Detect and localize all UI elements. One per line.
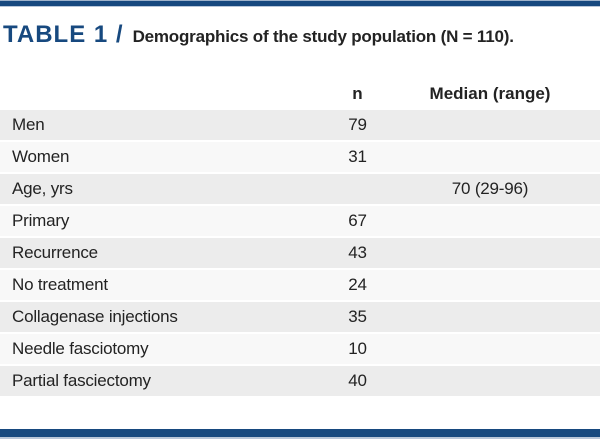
- table-number-label: TABLE 1 /: [3, 21, 124, 48]
- row-n: 79: [348, 115, 367, 134]
- table-row: No treatment 24: [0, 270, 600, 302]
- table-row: Age, yrs 70 (29-96): [0, 174, 600, 206]
- row-n: 24: [348, 275, 367, 294]
- table-row: Collagenase injections 35: [0, 302, 600, 334]
- row-label: Men: [12, 115, 45, 134]
- row-n: 31: [348, 147, 367, 166]
- row-n: 40: [348, 371, 367, 390]
- table-row: Primary 67: [0, 206, 600, 238]
- row-n: 10: [348, 339, 367, 358]
- top-rule: [0, 0, 600, 7]
- row-n: 35: [348, 307, 367, 326]
- row-n: 43: [348, 243, 367, 262]
- table-row: Partial fasciectomy 40: [0, 366, 600, 398]
- header-n-column: n: [352, 83, 363, 103]
- table-row: Women 31: [0, 142, 600, 174]
- row-label: Needle fasciotomy: [12, 339, 149, 358]
- row-label: Women: [12, 147, 70, 166]
- bottom-rule: [0, 429, 600, 439]
- row-label: Collagenase injections: [12, 307, 178, 326]
- demographics-table: n Median (range) Men 79 Women 31 Age, yr…: [0, 77, 600, 398]
- table-subtitle: Demographics of the study population (N …: [132, 27, 514, 46]
- table-row: Needle fasciotomy 10: [0, 334, 600, 366]
- row-label: Primary: [12, 211, 70, 230]
- table-row: Men 79: [0, 110, 600, 142]
- row-label: Recurrence: [12, 243, 98, 262]
- table-body: Men 79 Women 31 Age, yrs 70 (29-96) Prim…: [0, 110, 600, 398]
- row-label: Age, yrs: [12, 179, 73, 198]
- row-n: 67: [348, 211, 367, 230]
- table-title: TABLE 1 / Demographics of the study popu…: [3, 21, 600, 53]
- table-header-row: n Median (range): [0, 77, 600, 110]
- row-median: 70 (29-96): [451, 179, 529, 198]
- row-label: No treatment: [12, 275, 108, 294]
- table-row: Recurrence 43: [0, 238, 600, 270]
- header-median-column: Median (range): [429, 83, 551, 103]
- row-label: Partial fasciectomy: [12, 371, 151, 390]
